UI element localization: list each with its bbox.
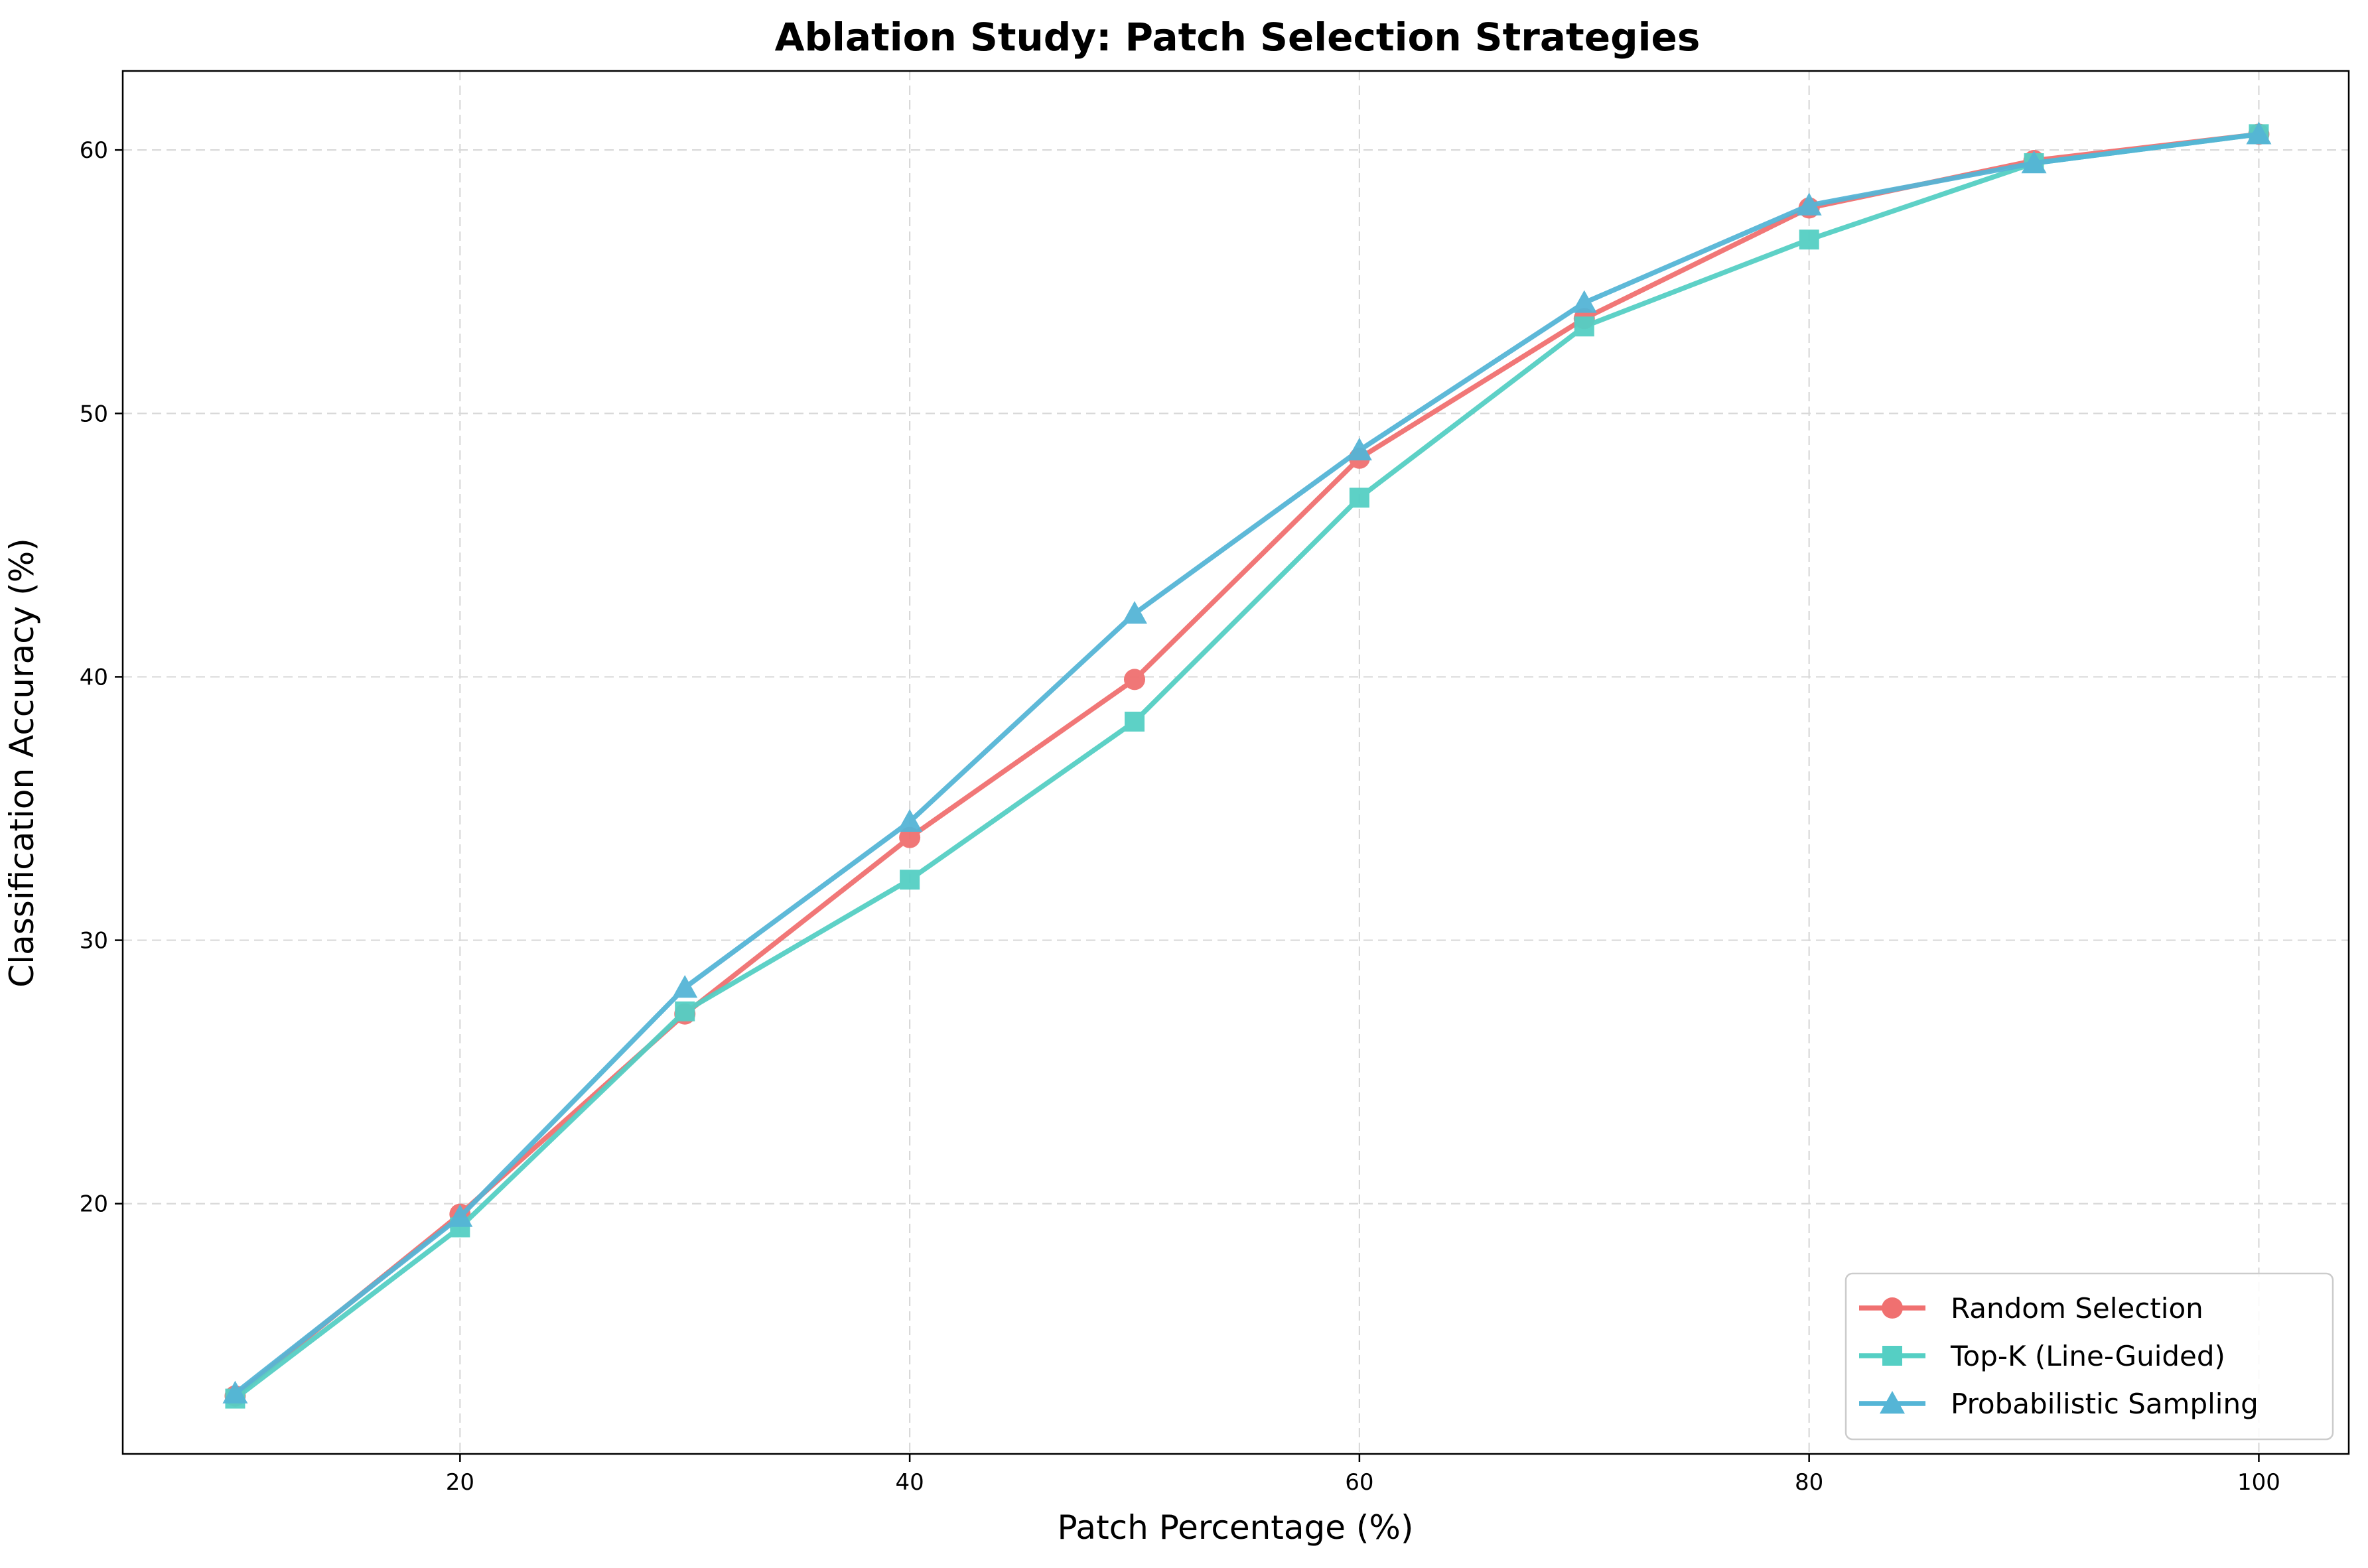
data-point [897,809,923,832]
x-tick-label: 80 [1795,1469,1823,1496]
data-point [447,1204,473,1227]
legend-swatch-marker [1882,1346,1902,1366]
data-point [899,826,921,848]
data-point [1571,290,1597,313]
chart-title: Ablation Study: Patch Selection Strategi… [775,15,1701,60]
data-point [675,1001,695,1021]
data-point [1796,192,1822,216]
y-tick-label: 60 [80,137,108,164]
y-tick-label: 20 [80,1191,108,1218]
axis-ticks: 20 40 60 80 100 20 30 40 50 60 [80,137,2280,1496]
legend-label: Probabilistic Sampling [1951,1388,2259,1420]
series-line [232,131,2262,1396]
data-point [900,870,920,890]
y-tick-label: 40 [80,664,108,690]
series-3 [222,121,2272,1404]
legend-item: Random Selection [1859,1292,2203,1325]
y-tick-label: 30 [80,928,108,954]
grid-lines [123,71,2349,1454]
series-line [232,131,2262,1402]
legend-label: Random Selection [1951,1292,2203,1325]
data-point [1574,316,1594,337]
data-point [2021,151,2047,174]
legend-label: Top-K (Line-Guided) [1950,1340,2225,1372]
y-tick-label: 50 [80,401,108,427]
legend: Random Selection Top-K (Line-Guided) Proba… [1845,1272,2334,1441]
data-point [1349,488,1369,508]
data-point [672,975,698,998]
legend-item: Top-K (Line-Guided) [1859,1340,2225,1372]
x-axis-label: Patch Percentage (%) [1058,1508,1414,1547]
data-point [222,1380,248,1404]
x-tick-label: 100 [2237,1469,2280,1496]
plot-area-frame [121,70,2350,1455]
data-point [1125,711,1145,732]
legend-item: Probabilistic Sampling [1859,1388,2259,1420]
data-point [1346,437,1372,461]
data-point [1122,601,1147,624]
x-tick-label: 20 [446,1469,474,1496]
data-point [2246,121,2272,145]
legend-box [1845,1272,2334,1441]
series-lines [222,121,2272,1409]
legend-swatch-marker [1880,1391,1905,1414]
x-tick-label: 60 [1345,1469,1373,1496]
data-point [1799,229,1819,250]
legend-swatch-marker [1882,1297,1903,1319]
data-point [1124,669,1145,690]
y-axis-label: Classification Accuracy (%) [3,538,41,987]
x-tick-label: 40 [895,1469,924,1496]
